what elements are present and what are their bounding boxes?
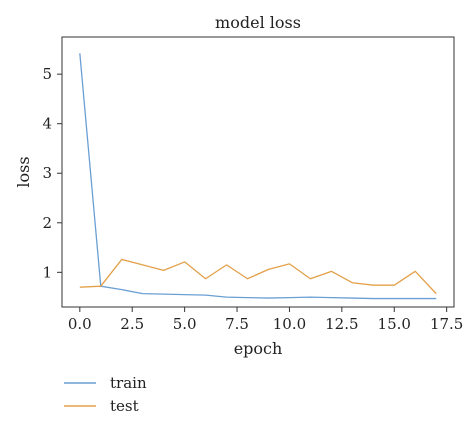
- y-tick-label: 3: [42, 164, 52, 182]
- legend-label-train: train: [110, 374, 147, 392]
- plot-frame: [61, 36, 455, 308]
- y-tick-label: 2: [42, 214, 52, 232]
- legend-label-test: test: [110, 397, 139, 415]
- x-tick-label: 2.5: [120, 315, 144, 333]
- x-tick-label: 0.0: [68, 315, 92, 333]
- y-axis-ticks: 1 2 3 4 5: [42, 65, 62, 281]
- series-lines: [79, 53, 437, 300]
- chart-title: model loss: [215, 13, 301, 32]
- x-tick-label: 12.5: [325, 315, 358, 333]
- x-axis-ticks: 0.0 2.5 5.0 7.5 10.0 12.5 15.0 17.5: [68, 307, 463, 333]
- x-tick-label: 7.5: [225, 315, 249, 333]
- y-axis-label: loss: [14, 156, 33, 187]
- x-tick-label: 15.0: [378, 315, 411, 333]
- x-tick-label: 5.0: [173, 315, 197, 333]
- x-tick-label: 17.5: [430, 315, 463, 333]
- y-tick-label: 1: [42, 263, 52, 281]
- series-line-test: [79, 258, 437, 295]
- x-axis-label: epoch: [234, 339, 283, 358]
- series-line-train: [79, 53, 437, 300]
- y-tick-label: 4: [42, 115, 52, 133]
- legend: train test: [64, 374, 147, 415]
- x-tick-label: 10.0: [273, 315, 306, 333]
- y-tick-label: 5: [42, 65, 52, 83]
